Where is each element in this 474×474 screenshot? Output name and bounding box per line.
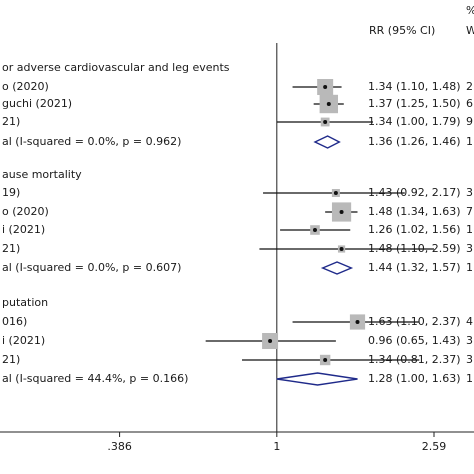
study-weight: 6 [466, 97, 473, 110]
overall-rr-text: 1.36 (1.26, 1.46) [368, 135, 461, 148]
study-rr-text: 1.48 (1.34, 1.63) [368, 205, 461, 218]
x-tick-label: 1 [273, 440, 281, 453]
overall-label: al (I-squared = 0.0%, p = 0.607) [2, 261, 182, 274]
study-label: o (2020) [2, 80, 49, 93]
study-label: 21) [2, 242, 21, 255]
x-tick-label: .386 [107, 440, 132, 453]
study-weight: 3 [466, 186, 473, 199]
study-point [323, 85, 328, 89]
study-rr-text: 1.37 (1.25, 1.50) [368, 97, 461, 110]
study-weight: 4 [466, 315, 473, 328]
overall-label: al (I-squared = 0.0%, p = 0.962) [2, 135, 182, 148]
study-weight: 1 [466, 223, 473, 236]
study-point [268, 339, 273, 343]
column-header-percent: % [466, 4, 474, 17]
overall-weight: 1 [466, 135, 473, 148]
study-point [312, 228, 317, 232]
study-point [333, 191, 338, 195]
x-tick-label: 2.59 [421, 440, 447, 453]
study-weight: 7 [466, 205, 473, 218]
study-point [323, 358, 328, 362]
subgroup-title: putation [2, 296, 49, 309]
study-rr-text: 1.43 (0.92, 2.17) [368, 186, 461, 199]
overall-rr-text: 1.28 (1.00, 1.63) [368, 372, 461, 385]
study-point [326, 102, 331, 106]
overall-label: al (I-squared = 44.4%, p = 0.166) [2, 372, 189, 385]
overall-rr-text: 1.44 (1.32, 1.57) [368, 261, 461, 274]
study-label: guchi (2021) [2, 97, 73, 110]
study-label: 016) [2, 315, 28, 328]
study-point [323, 120, 328, 124]
study-rr-text: 1.34 (1.00, 1.79) [368, 115, 461, 128]
study-rr-text: 1.34 (0.81, 2.37) [368, 353, 461, 366]
study-label: 21) [2, 353, 21, 366]
study-weight: 2 [466, 80, 473, 93]
study-rr-text: 0.96 (0.65, 1.43) [368, 334, 461, 347]
study-point [355, 320, 360, 324]
study-rr-text: 1.34 (1.10, 1.48) [368, 80, 461, 93]
overall-weight: 1 [466, 372, 473, 385]
study-weight: 9 [466, 115, 473, 128]
study-rr-text: 1.48 (1.10, 2.59) [368, 242, 461, 255]
study-rr-text: 1.63 (1.10, 2.37) [368, 315, 461, 328]
overall-weight: 1 [466, 261, 473, 274]
study-label: 19) [2, 186, 21, 199]
study-label: i (2021) [2, 334, 46, 347]
study-point [339, 247, 344, 251]
study-label: o (2020) [2, 205, 49, 218]
column-header-weight: W [466, 24, 474, 37]
subgroup-title: or adverse cardiovascular and leg events [2, 61, 230, 74]
study-rr-text: 1.26 (1.02, 1.56) [368, 223, 461, 236]
study-weight: 3 [466, 242, 473, 255]
subgroup-title: ause mortality [2, 168, 82, 181]
study-weight: 3 [466, 334, 473, 347]
overall-diamond [276, 372, 358, 386]
overall-diamond [313, 135, 341, 149]
study-label: i (2021) [2, 223, 46, 236]
study-point [339, 210, 344, 214]
column-header-rr: RR (95% CI) [369, 24, 436, 37]
study-label: 21) [2, 115, 21, 128]
overall-diamond [320, 261, 354, 275]
study-weight: 3 [466, 353, 473, 366]
